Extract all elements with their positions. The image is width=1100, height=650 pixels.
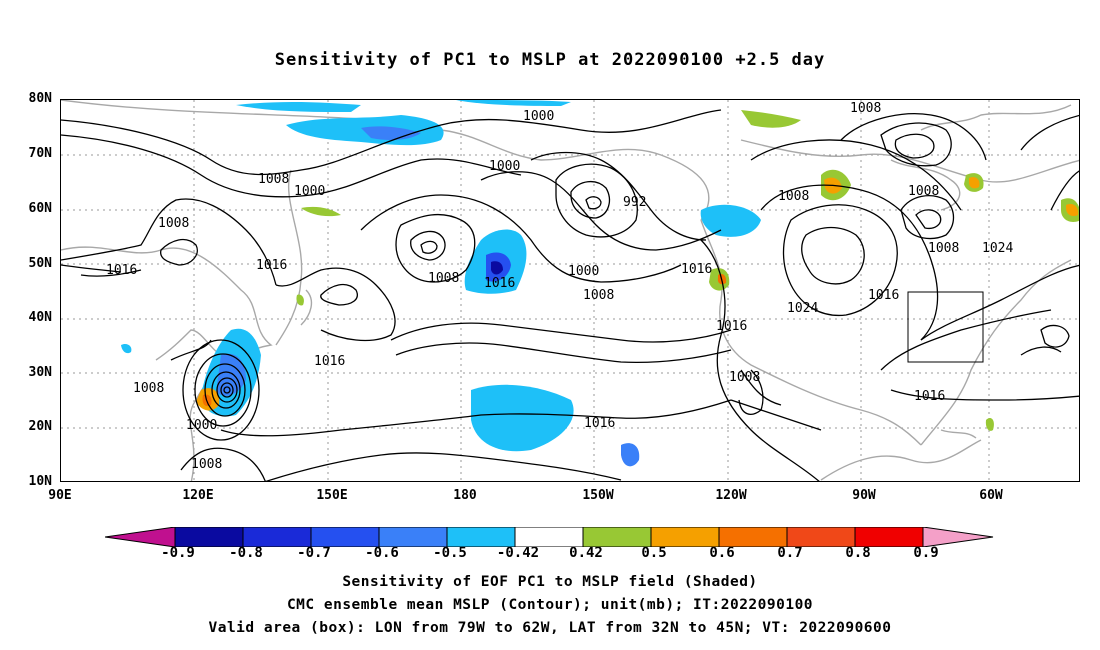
contour-label: 1008 xyxy=(133,381,164,396)
contour-label: 1000 xyxy=(294,184,325,199)
colorbar-label: -0.8 xyxy=(229,545,263,561)
colorbar-label: 0.6 xyxy=(709,545,735,561)
contour-labels: 1000 1008 1000 1008 1000 1008 1016 1008 … xyxy=(106,101,1013,472)
coastlines xyxy=(61,100,1079,481)
colorbar-label: -0.5 xyxy=(433,545,467,561)
colorbar-low-triangle xyxy=(105,527,176,547)
lon-label: 120W xyxy=(715,488,747,503)
colorbar-label: -0.9 xyxy=(161,545,195,561)
colorbar-high-triangle xyxy=(922,527,994,547)
contour-label: 1008 xyxy=(191,457,222,472)
colorbar-label: 0.7 xyxy=(777,545,803,561)
contour-label: 1000 xyxy=(489,159,520,174)
typhoon-contours xyxy=(170,339,266,481)
lon-label: 120E xyxy=(182,488,214,503)
contour-label: 1016 xyxy=(106,263,137,278)
contour-label: 1016 xyxy=(256,258,287,273)
colorbar-label: 0.9 xyxy=(913,545,939,561)
colorbar-cell xyxy=(854,527,924,547)
caption-line-1: Sensitivity of EOF PC1 to MSLP field (Sh… xyxy=(342,574,758,590)
lat-label: 60N xyxy=(28,201,52,216)
colorbar-cell xyxy=(242,527,312,547)
contour-label: 1016 xyxy=(484,276,515,291)
map-panel: 1000 1008 1000 1008 1000 1008 1016 1008 … xyxy=(60,99,1080,482)
colorbar-cell xyxy=(650,527,720,547)
lat-label: 80N xyxy=(28,91,52,106)
contour-label: 1016 xyxy=(868,288,899,303)
contour-label: 1008 xyxy=(158,216,189,231)
colorbar-label: 0.5 xyxy=(641,545,667,561)
contour-label: 1016 xyxy=(584,416,615,431)
lat-label: 40N xyxy=(28,310,52,325)
colorbar-cell xyxy=(310,527,380,547)
contour-label: 1016 xyxy=(914,389,945,404)
mslp-contours xyxy=(61,109,1079,481)
contour-label: 1008 xyxy=(729,370,760,385)
lat-label: 30N xyxy=(28,365,52,380)
contour-label: 1008 xyxy=(850,101,881,116)
colorbar-cell xyxy=(582,527,652,547)
lon-label: 60W xyxy=(979,488,1003,503)
lat-label: 20N xyxy=(28,419,52,434)
colorbar-cell xyxy=(718,527,788,547)
contour-label: 1000 xyxy=(568,264,599,279)
lon-label: 90W xyxy=(852,488,876,503)
colorbar-cell xyxy=(786,527,856,547)
contour-label: 1016 xyxy=(681,262,712,277)
colorbar-cell xyxy=(446,527,516,547)
lat-label: 70N xyxy=(28,146,52,161)
contour-label: 1024 xyxy=(787,301,818,316)
contour-label: 1008 xyxy=(258,172,289,187)
contour-label: 1000 xyxy=(186,418,217,433)
contour-label: 1008 xyxy=(908,184,939,199)
contour-label: 992 xyxy=(623,195,646,210)
colorbar-label: -0.42 xyxy=(496,545,540,561)
contour-label: 1000 xyxy=(523,109,554,124)
colorbar xyxy=(105,527,994,547)
colorbar-label: -0.7 xyxy=(297,545,331,561)
lon-label: 180 xyxy=(453,488,477,503)
lat-label: 10N xyxy=(28,474,52,489)
colorbar-cell xyxy=(174,527,244,547)
map-canvas: 1000 1008 1000 1008 1000 1008 1016 1008 … xyxy=(61,100,1079,481)
colorbar-label: -0.6 xyxy=(365,545,399,561)
colorbar-cell xyxy=(378,527,448,547)
valid-area-box xyxy=(907,291,984,363)
contour-label: 1008 xyxy=(428,271,459,286)
contour-label: 1008 xyxy=(778,189,809,204)
colorbar-label: 0.42 xyxy=(569,545,603,561)
lon-label: 150W xyxy=(582,488,614,503)
lon-label: 90E xyxy=(48,488,72,503)
colorbar-cell xyxy=(514,527,584,547)
caption-line-3: Valid area (box): LON from 79W to 62W, L… xyxy=(208,620,892,636)
lat-label: 50N xyxy=(28,256,52,271)
contour-label: 1016 xyxy=(314,354,345,369)
lon-label: 150E xyxy=(316,488,348,503)
figure-title: Sensitivity of PC1 to MSLP at 2022090100… xyxy=(274,50,826,70)
contour-label: 1008 xyxy=(928,241,959,256)
colorbar-label: 0.8 xyxy=(845,545,871,561)
contour-label: 1024 xyxy=(982,241,1013,256)
colorbar-cells xyxy=(174,527,924,547)
caption-line-2: CMC ensemble mean MSLP (Contour); unit(m… xyxy=(286,597,814,613)
contour-label: 1008 xyxy=(583,288,614,303)
contour-label: 1016 xyxy=(716,319,747,334)
